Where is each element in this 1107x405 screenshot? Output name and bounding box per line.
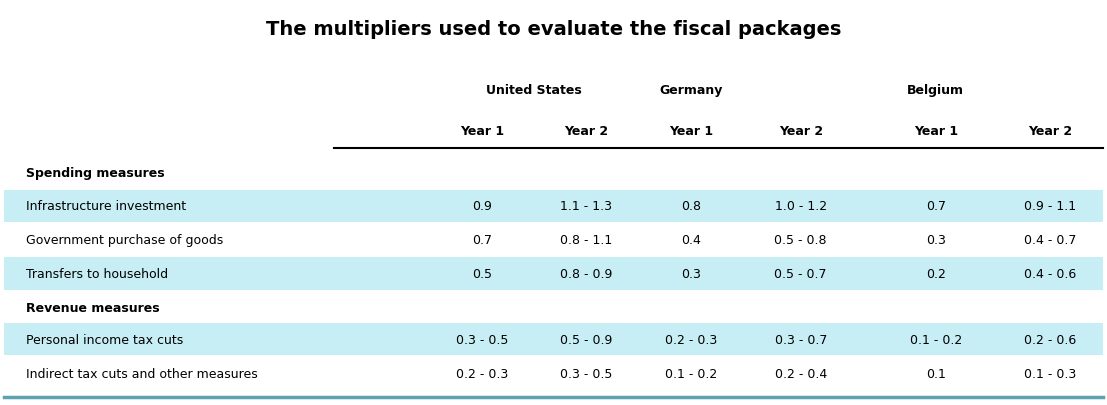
Text: 0.7: 0.7: [925, 200, 945, 213]
Text: Year 1: Year 1: [669, 125, 713, 138]
Text: 0.3 - 0.7: 0.3 - 0.7: [775, 333, 827, 346]
Text: 0.3: 0.3: [925, 234, 945, 247]
Text: 0.1 - 0.3: 0.1 - 0.3: [1024, 367, 1076, 380]
Text: 0.5: 0.5: [472, 267, 493, 280]
Text: Spending measures: Spending measures: [27, 166, 165, 179]
Text: 0.4 - 0.7: 0.4 - 0.7: [1024, 234, 1076, 247]
Text: Year 2: Year 2: [565, 125, 609, 138]
Text: Belgium: Belgium: [908, 83, 964, 96]
Text: Transfers to household: Transfers to household: [27, 267, 168, 280]
Text: 0.8: 0.8: [681, 200, 701, 213]
Text: 0.4 - 0.6: 0.4 - 0.6: [1024, 267, 1076, 280]
Text: Year 1: Year 1: [461, 125, 504, 138]
Text: 0.5 - 0.8: 0.5 - 0.8: [775, 234, 827, 247]
Text: 0.9 - 1.1: 0.9 - 1.1: [1024, 200, 1076, 213]
Text: 0.2: 0.2: [925, 267, 945, 280]
Text: 0.3 - 0.5: 0.3 - 0.5: [456, 333, 508, 346]
Text: 0.3 - 0.5: 0.3 - 0.5: [560, 367, 612, 380]
Text: Infrastructure investment: Infrastructure investment: [27, 200, 186, 213]
Bar: [4, 190, 1103, 223]
Text: 0.2 - 0.3: 0.2 - 0.3: [456, 367, 508, 380]
Text: 0.1 - 0.2: 0.1 - 0.2: [664, 367, 717, 380]
Text: 0.3: 0.3: [681, 267, 701, 280]
Text: 0.1: 0.1: [925, 367, 945, 380]
Text: 1.1 - 1.3: 1.1 - 1.3: [560, 200, 612, 213]
Text: Revenue measures: Revenue measures: [27, 301, 159, 314]
Text: 0.5 - 0.9: 0.5 - 0.9: [560, 333, 612, 346]
Text: Germany: Germany: [659, 83, 723, 96]
Bar: [4, 258, 1103, 290]
Text: Personal income tax cuts: Personal income tax cuts: [27, 333, 184, 346]
Text: United States: United States: [486, 83, 581, 96]
Text: Year 1: Year 1: [913, 125, 958, 138]
Text: The multipliers used to evaluate the fiscal packages: The multipliers used to evaluate the fis…: [266, 20, 841, 39]
Text: 0.1 - 0.2: 0.1 - 0.2: [910, 333, 962, 346]
Text: 0.5 - 0.7: 0.5 - 0.7: [775, 267, 827, 280]
Text: 0.8 - 0.9: 0.8 - 0.9: [560, 267, 612, 280]
Text: Indirect tax cuts and other measures: Indirect tax cuts and other measures: [27, 367, 258, 380]
Text: Government purchase of goods: Government purchase of goods: [27, 234, 224, 247]
Text: 0.7: 0.7: [472, 234, 493, 247]
Text: 0.2 - 0.4: 0.2 - 0.4: [775, 367, 827, 380]
Bar: [4, 323, 1103, 356]
Text: 0.2 - 0.6: 0.2 - 0.6: [1024, 333, 1076, 346]
Text: 0.8 - 1.1: 0.8 - 1.1: [560, 234, 612, 247]
Text: 1.0 - 1.2: 1.0 - 1.2: [775, 200, 827, 213]
Text: 0.9: 0.9: [473, 200, 492, 213]
Text: Year 2: Year 2: [778, 125, 823, 138]
Text: 0.2 - 0.3: 0.2 - 0.3: [664, 333, 717, 346]
Text: 0.4: 0.4: [681, 234, 701, 247]
Text: Year 2: Year 2: [1028, 125, 1073, 138]
